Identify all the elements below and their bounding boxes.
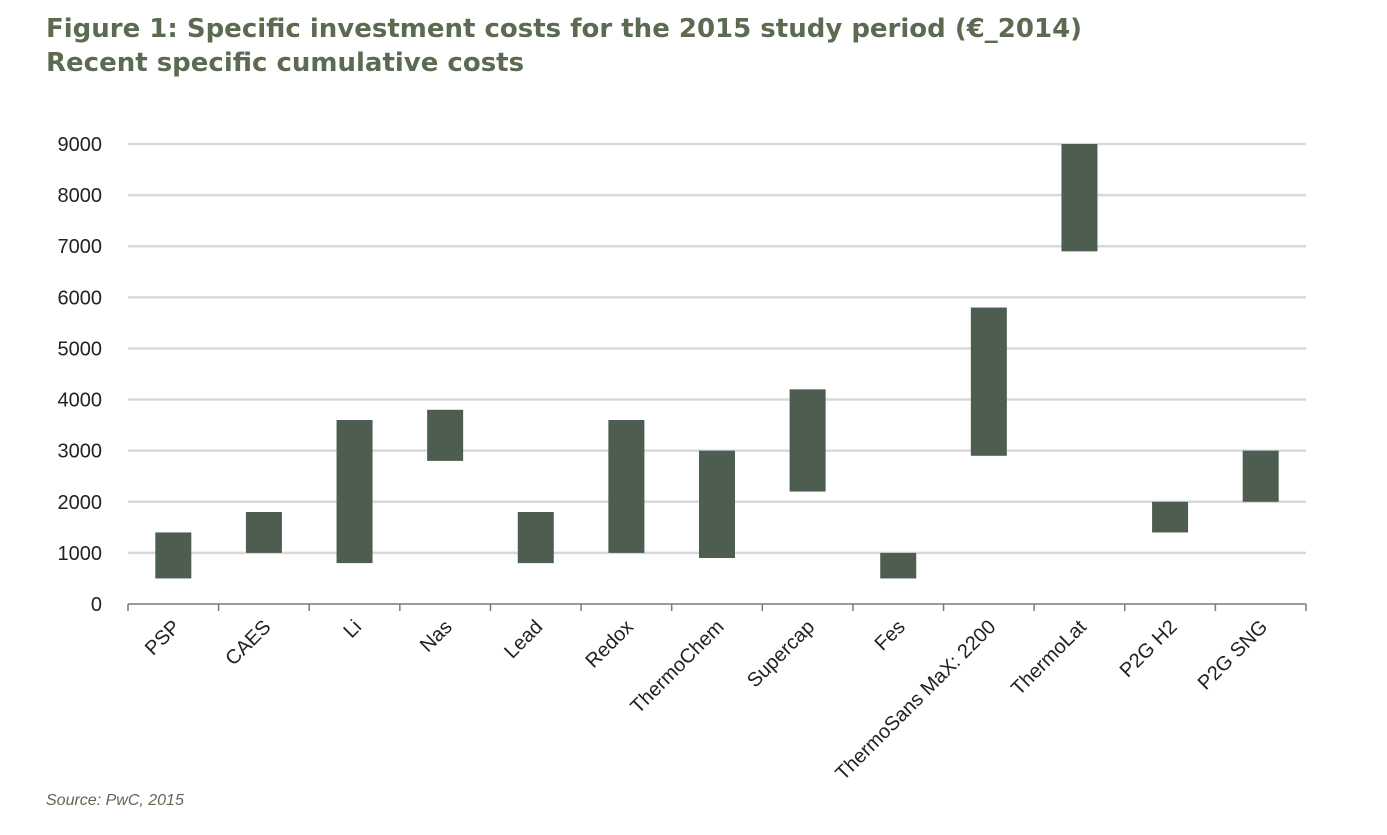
x-tick-label: CAES <box>221 616 275 670</box>
y-tick-label: 8000 <box>58 185 103 207</box>
bar <box>880 552 917 579</box>
x-tick-label: Fes <box>871 616 910 655</box>
y-tick-label: 3000 <box>58 441 103 463</box>
x-tick-label: Redox <box>581 616 637 672</box>
y-tick-label: 4000 <box>58 390 103 412</box>
bar <box>789 389 826 492</box>
y-axis-labels: 0 1000 2000 3000 4000 5000 6000 7000 8000 9000 <box>58 134 103 616</box>
x-tick-label: ThermoLat <box>1007 616 1091 700</box>
x-tick-label: ThermoSans MaX: 2200 <box>832 616 1001 785</box>
bar <box>699 450 735 558</box>
chart-title: Figure 1: Specific investment costs for … <box>46 14 1083 44</box>
bar <box>245 512 282 553</box>
x-tick-label: Li <box>340 616 367 643</box>
x-tick-label: P2G H2 <box>1116 616 1182 682</box>
x-axis <box>127 603 1307 611</box>
bar <box>336 420 373 564</box>
x-tick-label: P2G SNG <box>1194 616 1272 694</box>
bar <box>1061 144 1098 252</box>
y-tick-label: 0 <box>91 594 102 616</box>
x-tick-label: PSP <box>141 616 185 660</box>
bar <box>517 512 554 564</box>
y-tick-label: 7000 <box>58 236 103 258</box>
x-tick-label: Nas <box>416 616 457 657</box>
x-tick-label: Lead <box>500 616 547 663</box>
chart-title-block: Figure 1: Specific investment costs for … <box>46 12 1082 80</box>
source-note: Source: PwC, 2015 <box>46 792 184 809</box>
y-tick-label: 5000 <box>58 338 103 360</box>
y-tick-label: 9000 <box>58 134 103 156</box>
bar <box>155 532 192 579</box>
bar <box>1152 501 1189 533</box>
bar <box>970 307 1007 456</box>
chart-subtitle: Recent specific cumulative costs <box>46 48 525 78</box>
bar <box>1242 450 1279 502</box>
y-tick-label: 1000 <box>58 543 103 565</box>
y-tick-label: 2000 <box>58 492 103 514</box>
bar <box>608 420 645 553</box>
bar <box>427 409 464 461</box>
x-tick-label: Supercap <box>743 616 819 692</box>
bars <box>155 144 1279 579</box>
y-tick-label: 6000 <box>58 287 103 309</box>
x-tick-label: ThermoChem <box>627 616 729 718</box>
